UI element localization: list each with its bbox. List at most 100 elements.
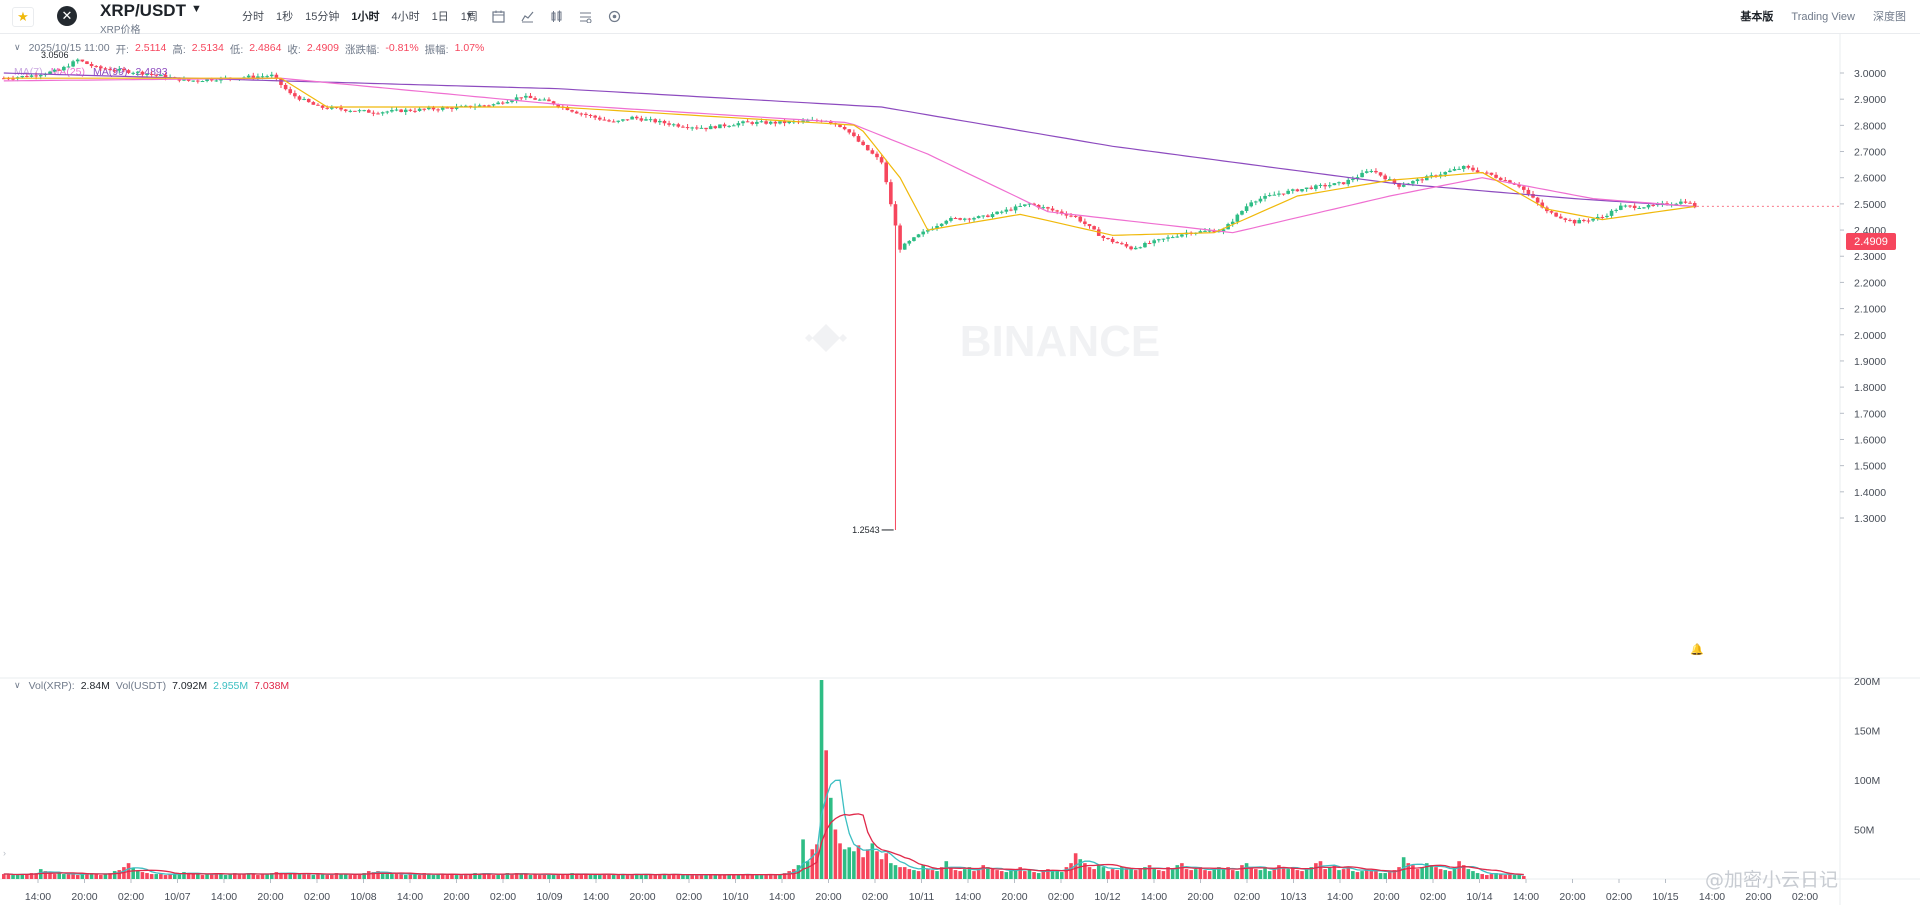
candle-body (108, 68, 112, 71)
volume-bar (722, 875, 727, 879)
candle-body (1041, 207, 1046, 209)
volume-bar (930, 870, 935, 879)
volume-bar (1438, 869, 1443, 879)
indicator-icon[interactable] (548, 8, 564, 24)
volume-bar (801, 839, 805, 879)
candle-body (588, 115, 593, 117)
candle-body (1632, 205, 1637, 209)
interval-tab-0[interactable]: 分时 (242, 11, 264, 23)
candle-body (149, 73, 154, 75)
candle-body (999, 211, 1004, 213)
volume-bar (436, 874, 440, 879)
view-tradingview[interactable]: Trading View (1791, 11, 1855, 23)
volume-bar (579, 875, 584, 879)
candle-body (1535, 197, 1540, 203)
legend-close-label: 收: (287, 44, 301, 56)
volume-bar (621, 874, 625, 879)
candle-body (491, 104, 496, 106)
kline-chart[interactable]: BINANCE 3.0000 2.9000 2.8000 2.7000 2.6000 2.5… (0, 34, 1920, 905)
candle-body (764, 121, 768, 124)
candle-body (52, 69, 57, 72)
candle-body (251, 75, 256, 78)
volume-bar (112, 871, 117, 879)
candle-body (94, 66, 98, 68)
candle-body (1374, 170, 1378, 173)
calendar-icon[interactable] (490, 8, 506, 24)
volume-bar (1203, 870, 1207, 879)
interval-tab-4[interactable]: 4小时 (391, 11, 420, 23)
view-depth[interactable]: 深度图 (1873, 11, 1906, 23)
volume-bar (48, 873, 52, 879)
candle-body (1378, 172, 1383, 176)
volume-bar (1485, 875, 1489, 879)
price-tick-label: 1.8000 (1854, 382, 1886, 394)
line-chart-icon[interactable] (519, 8, 535, 24)
candle-body (838, 124, 842, 128)
legend-collapse-icon[interactable]: ∨ (14, 42, 21, 52)
candle-body (482, 105, 487, 107)
candle-body (1452, 168, 1457, 171)
volume-bar (325, 875, 329, 879)
interval-tab-1[interactable]: 1秒 (276, 11, 294, 23)
interval-more-dropdown-icon[interactable]: ▼ (465, 10, 474, 20)
volume-bar (1115, 870, 1120, 879)
volume-bar (376, 871, 380, 879)
candle-body (1290, 189, 1295, 191)
candle-body (1485, 172, 1489, 174)
volume-bar (1254, 869, 1258, 879)
vol-ma2-value: 7.038M (254, 680, 290, 692)
time-tick-label: 10/15 (1652, 891, 1678, 903)
interval-tab-3[interactable]: 1小时 (351, 11, 380, 23)
candle-body (1549, 211, 1554, 213)
alert-bell-icon[interactable]: 🔔 (1690, 644, 1704, 656)
candle-body (1138, 247, 1143, 249)
volume-bar (1452, 867, 1457, 879)
time-tick-label: 14:00 (1327, 891, 1353, 903)
volume-legend-collapse-icon[interactable]: ∨ (14, 680, 21, 690)
interval-tab-6[interactable]: 1周 (460, 11, 478, 23)
pair-subtitle[interactable]: XRP价格 (100, 25, 141, 36)
interval-tab-2[interactable]: 15分钟 (305, 11, 340, 23)
candle-body (1563, 218, 1568, 220)
candle-body (11, 78, 15, 80)
time-tick-label: 14:00 (1699, 891, 1725, 903)
volume-bar (676, 875, 681, 879)
candle-body (889, 182, 893, 205)
volume-bar (390, 874, 394, 879)
view-basic[interactable]: 基本版 (1740, 11, 1774, 23)
volume-bar (551, 875, 556, 879)
candle-body (279, 78, 283, 85)
candle-body (159, 74, 163, 76)
pair-dropdown-icon[interactable]: ▼ (191, 3, 202, 15)
candle-body (390, 110, 394, 112)
expand-panel-icon[interactable]: › (3, 848, 6, 858)
volume-bar (584, 874, 588, 879)
volume-bar (1004, 872, 1009, 879)
volume-ma2-line (3, 813, 1524, 876)
volume-tick-label: 100M (1854, 775, 1880, 787)
price-tick-label: 2.3000 (1854, 251, 1886, 263)
interval-tab-5[interactable]: 1日 (431, 11, 449, 23)
volume-bar (939, 867, 944, 879)
pair-title[interactable]: XRP/USDT (100, 1, 186, 20)
candle-body (71, 61, 75, 67)
more-settings-icon[interactable] (606, 8, 622, 24)
candle-body (958, 218, 962, 220)
volume-bar (1415, 869, 1420, 879)
chart-settings-icon[interactable] (577, 8, 593, 24)
candle-body (852, 132, 856, 137)
time-tick-label: 02:00 (118, 891, 144, 903)
candle-body (1628, 205, 1632, 207)
candle-body (200, 81, 205, 83)
candle-body (718, 124, 722, 129)
volume-bar (1161, 871, 1166, 879)
volume-bar (57, 873, 62, 879)
volume-bar (972, 871, 976, 879)
favorite-star-icon[interactable]: ★ (12, 7, 34, 27)
candle-body (1050, 208, 1055, 211)
time-tick-label: 20:00 (815, 891, 841, 903)
volume-bar (916, 871, 921, 879)
volume-bar (1041, 871, 1046, 879)
candle-body (1517, 184, 1521, 187)
volume-bar (681, 875, 685, 879)
